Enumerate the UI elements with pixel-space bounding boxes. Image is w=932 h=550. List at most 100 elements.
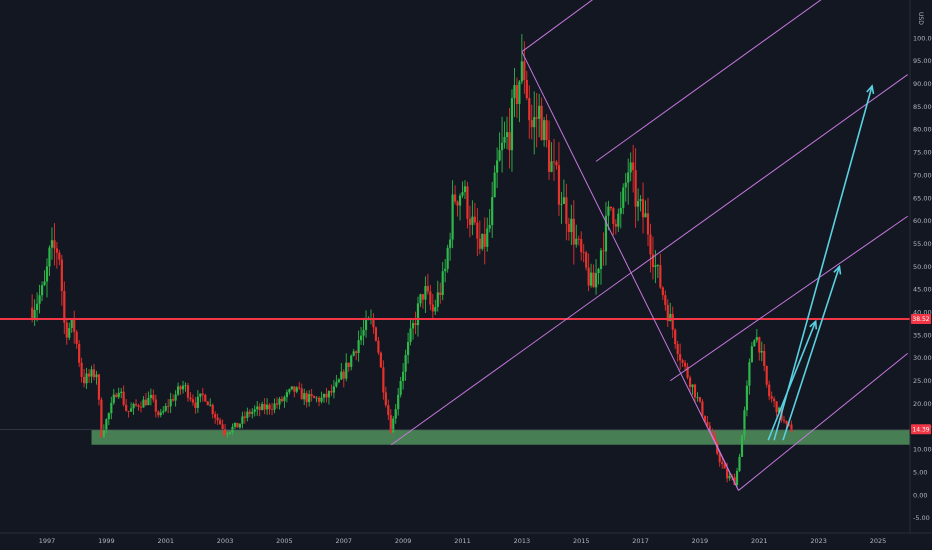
x-tick-label: 1997 <box>39 537 56 545</box>
y-tick-label: 35.00 <box>913 331 932 339</box>
y-tick-label: 65.00 <box>913 194 932 202</box>
candle-body <box>110 402 113 414</box>
candle-body <box>587 267 590 286</box>
candle-body <box>468 218 472 225</box>
candle-body <box>753 340 756 347</box>
y-tick-label: 5.00 <box>913 468 927 476</box>
candle-body <box>632 162 635 171</box>
candle-body <box>582 252 585 253</box>
candle-body <box>389 415 392 433</box>
candle-body <box>68 328 71 338</box>
candle-body <box>43 281 46 286</box>
candle-body <box>115 394 118 398</box>
candle-body <box>478 238 481 249</box>
candle-body <box>646 213 650 235</box>
candle-body <box>362 329 365 336</box>
candle-body <box>127 410 130 412</box>
candle-body <box>523 61 526 80</box>
candle-body <box>248 411 251 414</box>
y-tick-label: 95.00 <box>913 57 932 65</box>
candle-body <box>594 273 598 288</box>
candle-body <box>48 247 51 267</box>
candle-body <box>758 337 761 353</box>
candle-body <box>535 117 538 119</box>
candle-body <box>132 403 135 409</box>
candle-body <box>721 462 724 465</box>
candle-body <box>283 397 286 402</box>
candle-body <box>540 105 543 140</box>
candle-body <box>238 423 242 428</box>
candle-body <box>636 200 640 207</box>
candle-body <box>394 409 397 419</box>
candle-body <box>392 418 395 433</box>
candle-body <box>75 331 78 344</box>
candle-body <box>473 216 476 223</box>
candle-body <box>315 397 318 399</box>
candle-body <box>513 85 516 99</box>
candle-body <box>436 292 439 308</box>
candle-body <box>557 165 561 205</box>
candle-body <box>750 346 753 363</box>
candle-body <box>493 172 496 198</box>
candle-body <box>538 105 541 119</box>
candle-body <box>38 295 41 304</box>
candle-body <box>431 304 434 312</box>
candle-body <box>172 399 175 401</box>
candle-body <box>335 382 338 387</box>
candle-body <box>382 367 385 393</box>
candle-body <box>372 318 375 328</box>
candle-body <box>70 319 73 329</box>
price-tag <box>911 313 931 324</box>
candle-body <box>409 328 412 342</box>
x-tick-label: 2019 <box>692 537 709 545</box>
price-axis[interactable]: USD 100.00 95.00 90.00 85.00 80.00 75.00 70.00… <box>909 0 932 533</box>
candle-body <box>65 322 68 338</box>
y-tick-label: 25.00 <box>913 377 932 385</box>
candle-body <box>189 397 192 400</box>
candle-body <box>496 160 499 173</box>
projection-arrow-head <box>809 319 818 330</box>
candle-body <box>105 419 108 431</box>
candle-body <box>317 397 321 402</box>
candle-body <box>735 470 739 486</box>
candle-body <box>453 194 457 202</box>
candle-body <box>290 386 293 390</box>
time-axis[interactable]: 1997 1999 2001 2003 2005 2007 2009 2011 2013 2015… <box>0 532 932 545</box>
x-tick-label: 2003 <box>217 537 234 545</box>
candle-body <box>463 186 467 193</box>
candle-body <box>456 201 459 206</box>
candle-body <box>228 432 232 434</box>
candle-body <box>154 399 157 412</box>
y-tick-label: 30.00 <box>913 354 932 362</box>
candle-body <box>760 350 763 353</box>
candle-body <box>263 404 266 410</box>
candle-body <box>134 403 138 406</box>
candle-body <box>614 223 617 227</box>
candle-body <box>221 424 224 430</box>
candle-body <box>82 376 86 384</box>
candle-body <box>528 98 531 121</box>
pitchfork-line <box>669 215 908 382</box>
y-tick-label: 20.00 <box>913 400 932 408</box>
candle-body <box>560 203 563 205</box>
candle-body <box>63 290 66 323</box>
candle-body <box>510 98 514 151</box>
candle-body <box>298 387 301 389</box>
candle-body <box>416 303 420 326</box>
candle-body <box>226 433 229 435</box>
candle-body <box>411 323 415 329</box>
projection-arrow-head <box>833 264 842 275</box>
candle-body <box>545 120 548 141</box>
candle-body <box>439 292 442 296</box>
candle-body <box>449 239 452 248</box>
candle-body <box>488 225 491 229</box>
x-tick-label: 2005 <box>276 537 293 545</box>
candle-body <box>275 403 279 405</box>
candle-body <box>184 385 187 387</box>
candle-body <box>40 285 44 296</box>
candle-body <box>107 413 110 420</box>
candle-body <box>703 415 706 422</box>
candle-body <box>152 394 155 400</box>
candle-body <box>755 337 758 341</box>
